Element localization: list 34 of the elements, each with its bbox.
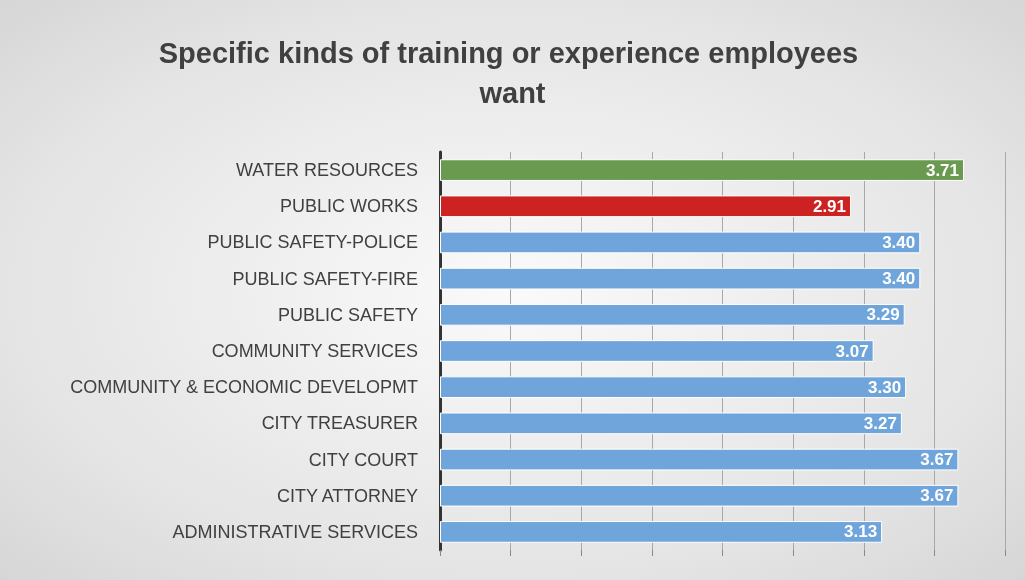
bar xyxy=(440,448,959,471)
bar xyxy=(440,303,905,326)
data-label: 2.91 xyxy=(812,196,847,216)
bar xyxy=(440,159,965,181)
chart-title: Specific kinds of training or experience employees want xyxy=(158,37,867,109)
bar xyxy=(440,484,959,507)
y-tick-label: PUBLIC SAFETY xyxy=(277,304,418,325)
y-tick-label: PUBLIC SAFETY-FIRE xyxy=(232,268,418,289)
bar xyxy=(440,412,902,435)
data-label: 3.30 xyxy=(868,377,902,397)
y-tick-label: PUBLIC SAFETY-POLICE xyxy=(207,232,418,253)
bar xyxy=(440,195,852,218)
bar xyxy=(440,267,921,290)
bar xyxy=(440,340,874,362)
data-label: 3.13 xyxy=(844,522,878,542)
y-tick-label: COMMUNITY & ECONOMIC DEVELOPMT xyxy=(70,377,418,398)
data-label: 3.67 xyxy=(920,450,954,470)
y-tick-label: CITY ATTORNEY xyxy=(276,485,418,506)
data-label: 3.40 xyxy=(882,232,916,252)
bar xyxy=(440,376,907,399)
y-tick-label: CITY COURT xyxy=(308,449,418,470)
y-tick-label: COMMUNITY SERVICES xyxy=(211,341,418,361)
data-label: 3.27 xyxy=(863,413,897,433)
data-label: 3.67 xyxy=(920,486,954,506)
data-label: 3.40 xyxy=(882,269,916,289)
data-label: 3.07 xyxy=(835,341,869,361)
data-label: 3.29 xyxy=(866,305,900,325)
data-label: 3.71 xyxy=(925,160,960,180)
bar xyxy=(440,231,921,254)
y-tick-label: CITY TREASURER xyxy=(261,413,418,434)
bar xyxy=(440,521,883,543)
y-tick-label: WATER RESOURCES xyxy=(235,160,418,181)
y-tick-label: PUBLIC WORKS xyxy=(279,196,418,217)
y-tick-label: ADMINISTRATIVE SERVICES xyxy=(172,521,418,542)
